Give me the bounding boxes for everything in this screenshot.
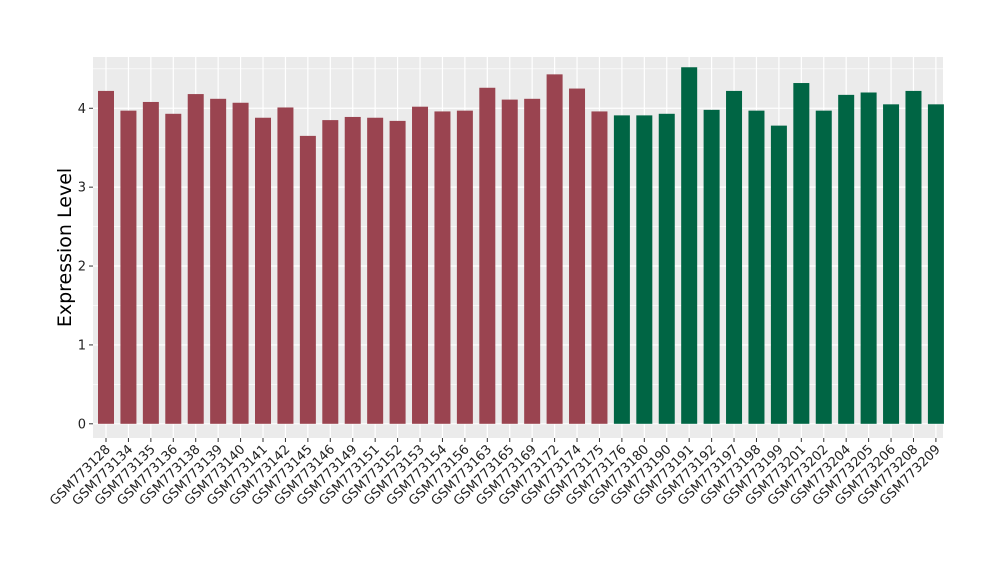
bar-GSM773176 — [613, 115, 630, 424]
bar-GSM773134 — [120, 110, 137, 424]
y-tick-label: 2 — [78, 260, 86, 275]
bar-GSM773136 — [165, 113, 182, 424]
bar-GSM773139 — [210, 98, 227, 424]
bar-GSM773145 — [299, 135, 316, 424]
bar-GSM773180 — [636, 115, 653, 424]
bar-GSM773149 — [344, 116, 361, 424]
bar-GSM773142 — [277, 107, 294, 424]
bars — [98, 67, 944, 424]
bar-GSM773140 — [232, 102, 249, 424]
bar-GSM773175 — [591, 111, 608, 424]
bar-GSM773138 — [187, 94, 204, 424]
y-axis: 0 1 2 3 4 — [78, 102, 93, 432]
bar-GSM773165 — [501, 99, 518, 424]
y-tick-label: 3 — [78, 181, 86, 196]
bar-GSM773153 — [412, 106, 429, 424]
bar-GSM773172 — [546, 74, 563, 424]
y-axis-title: Expression Level — [54, 168, 76, 327]
y-tick-label: 4 — [78, 102, 86, 117]
bar-GSM773152 — [389, 120, 406, 424]
bar-GSM773209 — [927, 104, 944, 424]
bar-GSM773156 — [456, 110, 473, 424]
y-tick-label: 1 — [78, 338, 86, 353]
y-tick-label: 0 — [78, 417, 86, 432]
bar-GSM773174 — [569, 88, 586, 424]
bar-GSM773163 — [479, 87, 496, 424]
x-axis: GSM773128GSM773134GSM773135GSM773136GSM7… — [47, 438, 944, 509]
bar-GSM773154 — [434, 111, 451, 424]
bar-GSM773151 — [367, 117, 384, 424]
bar-GSM773146 — [322, 120, 339, 424]
bar-GSM773197 — [726, 90, 743, 424]
bar-GSM773199 — [770, 125, 787, 424]
bar-GSM773208 — [905, 90, 922, 424]
bar-GSM773141 — [255, 117, 272, 424]
bar-GSM773135 — [142, 101, 159, 424]
bar-GSM773204 — [838, 94, 855, 424]
bar-GSM773198 — [748, 110, 765, 424]
bar-GSM773191 — [681, 67, 698, 424]
bar-GSM773169 — [524, 98, 541, 424]
bar-GSM773201 — [793, 83, 810, 424]
bar-GSM773202 — [815, 110, 832, 424]
bar-GSM773190 — [658, 113, 675, 424]
bar-GSM773128 — [98, 90, 114, 424]
bar-GSM773206 — [883, 104, 900, 424]
bar-GSM773205 — [860, 92, 877, 424]
bar-GSM773192 — [703, 109, 720, 424]
